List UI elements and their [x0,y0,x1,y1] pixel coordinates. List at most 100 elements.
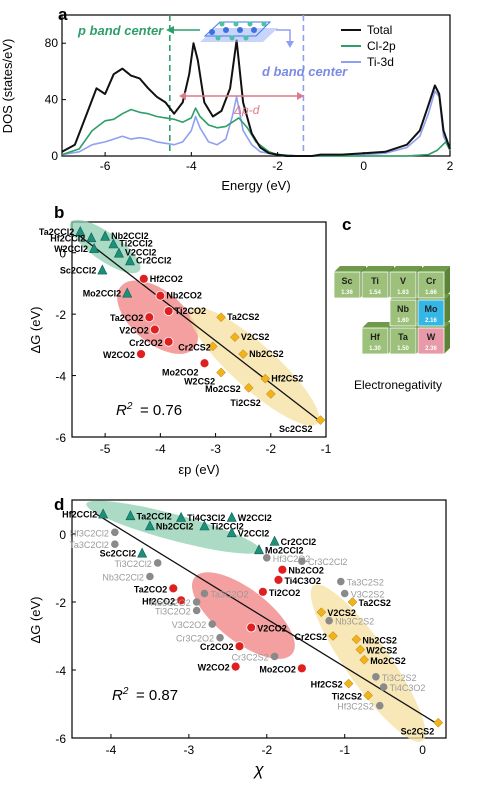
point-Ti4C3Cl2 [176,511,187,522]
ytick-label: 0 [59,247,66,261]
c-cell-symbol-Mo: Mo [425,304,438,314]
point-Hf2CCl2 [98,508,109,519]
point-Nb2CO2 [155,290,166,301]
point-label-Ti2CO2: Ti2CO2 [175,306,206,316]
point-Nb3C2S2 [325,616,333,625]
point-Sc2CCl2 [97,264,108,275]
point-label-Hf2CO2: Hf2CO2 [142,596,175,606]
c-cell-value-W: 2.36 [425,346,437,352]
point-Hf2CS2 [260,373,271,384]
ytick-label: 0 [59,528,66,542]
c-cell-symbol-Cr: Cr [426,276,436,286]
point-label-Nb2CCl2: Nb2CCl2 [111,231,149,241]
panel-a-legend: Total Cl-2p Ti-3d [341,23,396,69]
point-label-Mo2CCl2: Mo2CCl2 [265,545,304,555]
point-Ta2CS2 [347,597,358,607]
point-Hf3C2O2 [262,554,271,562]
point-Ta2CO2 [144,312,155,323]
point-label-Mo2CCl2: Mo2CCl2 [83,289,122,299]
point-label-Hf2CS2: Hf2CS2 [271,374,303,384]
point-V2CS2 [230,332,240,343]
point-label-Sc2CCl2: Sc2CCl2 [60,266,97,276]
point-label-W2CCl2: W2CCl2 [54,244,88,254]
delta-pd-label: Δp-d [233,103,260,117]
c-cell-W [417,327,445,355]
ytick-label: -2 [55,308,66,322]
point-label-Hf2CCl2: Hf2CCl2 [62,510,97,520]
point-label-Hf3C2S2: Hf3C2S2 [337,702,374,712]
region-cl [69,219,141,274]
a-xtick-label: -6 [100,159,111,173]
d-center-arrow [276,29,291,44]
c-cell-symbol-Nb: Nb [397,304,409,314]
point-label-V2CS2: V2CS2 [327,608,356,618]
panel-d-r2-symbol: R2 [112,686,129,704]
xtick-label: -3 [210,442,221,456]
c-cell-side [444,294,450,326]
c-cell-symbol-Ta: Ta [398,332,409,342]
a-ytick-label: 40 [45,93,59,107]
point-Sc2CS2 [433,717,444,728]
panel-b-ylabel: ΔG (eV) [28,307,43,354]
xtick-label: -1 [321,442,332,456]
p-center-arrowhead [166,26,174,34]
panel-a-xlabel: Energy (eV) [221,178,290,193]
point-label-V3C2S2: V3C2S2 [351,590,385,600]
point-label-V2CCl2: V2CCl2 [238,528,270,538]
point-label-W2CS2: W2CS2 [366,646,397,656]
ytick-label: -6 [55,732,66,746]
point-label-Ta2CO2: Ta2CO2 [134,584,167,594]
point-Ta3C2S2 [337,577,345,586]
c-cell-Hf [361,327,389,355]
dos-series-total [61,39,451,157]
a-xtick-label: -2 [272,159,283,173]
point-label-Nb3C2Cl2: Nb3C2Cl2 [102,573,144,583]
legend-label-total: Total [367,23,392,37]
point-label-Ti2CO2: Ti2CO2 [269,588,300,598]
point-Nb2CS2 [351,634,362,645]
point-label-Hf3C2Cl2: Hf3C2Cl2 [70,528,109,538]
panel-d-letter: d [54,495,64,514]
point-label-Ti4C3O2: Ti4C3O2 [284,576,320,586]
legend-label-ti3d: Ti-3d [367,55,394,69]
point-label-Ta2CS2: Ta2CS2 [359,598,391,608]
point-W2CO2 [230,661,241,672]
point-label-Sc2CCl2: Sc2CCl2 [100,549,137,559]
point-label-Hf2CS2: Hf2CS2 [311,680,343,690]
point-label-Ta2CCl2: Ta2CCl2 [39,227,74,237]
region-o [192,572,295,659]
point-Mo2CO2 [199,358,210,369]
point-V2CS2 [316,607,327,618]
c-cell-side [444,266,450,298]
point-label-Nb2CO2: Nb2CO2 [166,291,202,301]
ytick-label: -4 [55,370,66,384]
point-Hf3C2Cl2 [111,528,119,537]
point-label-Ta2CS2: Ta2CS2 [227,312,259,322]
point-label-Nb2CS2: Nb2CS2 [249,349,284,359]
a-xtick-label: -4 [186,159,197,173]
point-label-Ta3C2O2: Ta3C2O2 [210,590,248,600]
point-Ti2CCl2 [108,238,119,249]
point-Ta3C2O2 [200,589,209,598]
point-V2CO2 [246,622,257,633]
dos-series-ti3d [61,90,451,157]
c-cell-Ta [389,327,417,355]
point-label-Cr2CCl2: Cr2CCl2 [281,537,317,547]
point-V2CO2 [149,324,160,335]
crystal-structure-inset [200,21,278,42]
point-label-Mo2CS2: Mo2CS2 [370,656,406,666]
panel-a-ylabel: DOS (states/eV) [0,39,15,134]
panel-d-frame [71,499,447,739]
c-cell-top [362,266,394,272]
c-cell-symbol-Hf: Hf [370,332,380,342]
point-label-Cr2CS2: Cr2CS2 [178,342,211,352]
c-cell-top [390,266,422,272]
point-label-Hf2CCl2: Hf2CCl2 [50,233,85,243]
point-label-Hf3C2O2: Hf3C2O2 [273,554,311,564]
xtick-label: -4 [106,743,117,757]
point-Ti3C2S2 [372,673,380,681]
fit-line [77,233,321,423]
point-Sc2CCl2 [137,547,148,558]
p-band-center-label: p band center [77,23,164,38]
point-label-V2CCl2: V2CCl2 [125,248,157,258]
